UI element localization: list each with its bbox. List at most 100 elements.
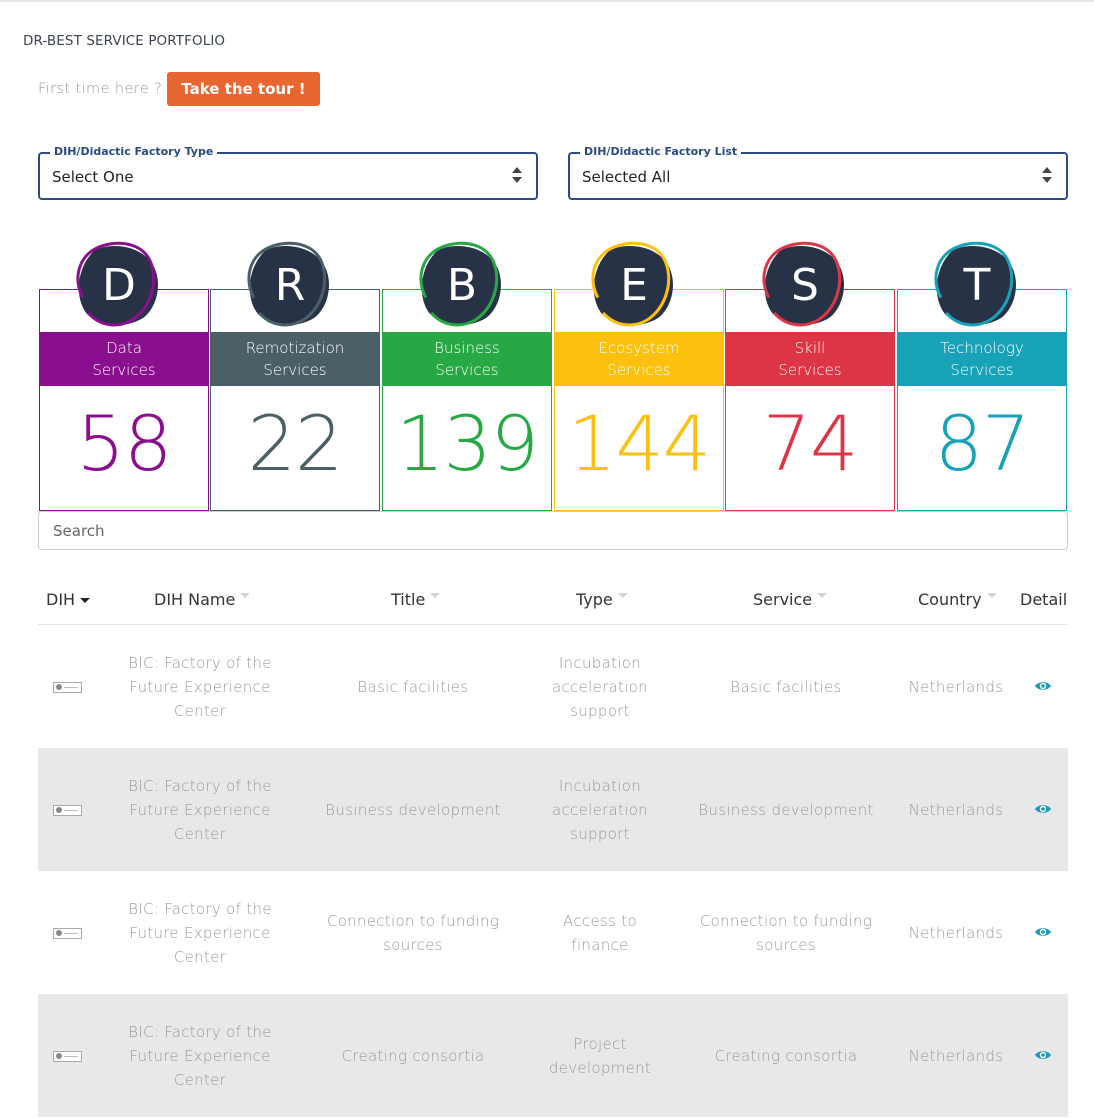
category-count: 139 <box>395 399 539 488</box>
cell-line: Incubation <box>558 653 642 672</box>
category-label-line: Services <box>950 361 1014 379</box>
cell-text: Netherlands <box>908 1046 1004 1065</box>
category-label-line: Business <box>434 339 500 357</box>
view-detail-eye-icon[interactable] <box>1035 803 1051 815</box>
letter-r-badge-icon: R <box>247 241 329 327</box>
cell-text: Connection to funding sources <box>327 909 499 957</box>
table-row: BIC: Factory of the Future Experience Cent… <box>38 748 1068 871</box>
category-label-line: Services <box>778 361 842 379</box>
category-label-line: Technology <box>940 339 1024 357</box>
cell-line: acceleration <box>551 677 648 696</box>
cell-type: Incubation acceleration support <box>530 748 670 871</box>
dih-logo <box>53 682 82 693</box>
cell-line: Connection to funding <box>699 911 873 930</box>
cell-country: Netherlands <box>896 625 1016 748</box>
column-header-country[interactable]: Country <box>918 590 997 609</box>
column-header-detail: Detail <box>1020 590 1068 609</box>
cell-country: Netherlands <box>896 994 1016 1117</box>
cell-line: Future Experience <box>129 1046 271 1065</box>
category-count: 74 <box>762 399 859 488</box>
category-label-line: Services <box>92 361 156 379</box>
dih-logo <box>53 928 82 939</box>
column-header-type[interactable]: Type <box>576 590 628 609</box>
cell-text: Creating consortia <box>715 1044 858 1068</box>
cell-line: BIC: Factory of the <box>128 653 272 672</box>
cell-line: Center <box>173 947 227 966</box>
cell-line: Future Experience <box>129 923 271 942</box>
cell-type: Project development <box>530 994 670 1117</box>
category-label: Skill Services <box>726 332 894 386</box>
cell-title: Basic facilities <box>308 625 518 748</box>
column-header-dih-name[interactable]: DIH Name <box>154 590 251 609</box>
badge-letter: B <box>447 260 477 311</box>
cell-title: Business development <box>308 748 518 871</box>
cell-service: Creating consortia <box>686 994 886 1117</box>
badge-letter: T <box>963 260 991 311</box>
cell-text: Netherlands <box>908 677 1004 696</box>
category-label-line: Data <box>106 339 142 357</box>
cell-text: Netherlands <box>908 800 1004 819</box>
badge-letter: S <box>791 260 819 311</box>
take-tour-button[interactable]: Take the tour ! <box>167 72 320 106</box>
category-card-business[interactable]: Business Services 139 <box>382 289 552 511</box>
cell-line: Center <box>173 701 227 720</box>
letter-b-badge-icon: B <box>419 241 501 327</box>
search-field[interactable] <box>38 511 1068 550</box>
tour-prompt-text: First time here ? <box>38 81 163 97</box>
cell-line: BIC: Factory of the <box>128 1022 272 1041</box>
category-label: Remotization Services <box>211 332 379 386</box>
sort-descending-icon <box>80 598 91 603</box>
table-row: BIC: Factory of the Future Experience Cent… <box>38 871 1068 994</box>
category-count: 22 <box>247 399 344 488</box>
cell-text: BIC: Factory of the Future Experience Cent… <box>128 651 272 723</box>
cell-text: Incubation acceleration support <box>552 651 648 723</box>
cell-line: Creating consortia <box>341 1046 485 1065</box>
cell-line: development <box>548 1058 652 1077</box>
view-detail-eye-icon[interactable] <box>1035 926 1051 938</box>
category-card-ecosystem[interactable]: Ecosystem Services 144 <box>554 289 724 511</box>
cell-line: Center <box>173 1070 227 1089</box>
cell-country: Netherlands <box>896 748 1016 871</box>
cell-line: BIC: Factory of the <box>128 776 272 795</box>
sort-icon <box>817 593 828 598</box>
column-header-dih[interactable]: DIH <box>46 590 91 609</box>
factory-list-select[interactable]: DIH/Didactic Factory List Selected All <box>568 145 1068 200</box>
category-card-remotization[interactable]: Remotization Services 22 <box>210 289 380 511</box>
category-label-line: Services <box>607 361 671 379</box>
category-card-data[interactable]: Data Services 58 <box>39 289 209 511</box>
cell-type: Incubation acceleration support <box>530 625 670 748</box>
cell-line: finance <box>571 935 629 954</box>
cell-text: Creating consortia <box>342 1044 485 1068</box>
view-detail-eye-icon[interactable] <box>1035 680 1051 692</box>
badge-letter: R <box>275 260 306 311</box>
letter-d-badge-icon: D <box>76 241 158 327</box>
cell-text: Business development <box>325 798 500 822</box>
dih-logo <box>53 805 82 816</box>
factory-list-legend: DIH/Didactic Factory List <box>580 145 742 158</box>
cell-line: Creating consortia <box>714 1046 858 1065</box>
cell-dih-name: BIC: Factory of the Future Experience Cent… <box>116 871 284 994</box>
factory-list-value: Selected All <box>582 168 671 186</box>
table-row: BIC: Factory of the Future Experience Cent… <box>38 994 1068 1117</box>
factory-type-select[interactable]: DIH/Didactic Factory Type Select One <box>38 145 538 200</box>
category-card-technology[interactable]: Technology Services 87 <box>897 289 1067 511</box>
category-label: Data Services <box>40 332 208 386</box>
category-label-line: Remotization <box>245 339 345 357</box>
cell-service: Basic facilities <box>686 625 886 748</box>
column-header-service[interactable]: Service <box>753 590 828 609</box>
cell-text: Business development <box>698 798 873 822</box>
page-title: DR-BEST SERVICE PORTFOLIO <box>23 33 226 49</box>
cell-dih-name: BIC: Factory of the Future Experience Cent… <box>116 625 284 748</box>
category-count: 58 <box>76 399 173 488</box>
cell-line: Project <box>573 1034 627 1053</box>
select-arrows-icon <box>1042 167 1052 185</box>
cell-text: Access to finance <box>563 909 637 957</box>
cell-text: BIC: Factory of the Future Experience Cent… <box>128 1020 272 1092</box>
column-header-title[interactable]: Title <box>391 590 441 609</box>
top-divider <box>0 0 1094 2</box>
search-input[interactable] <box>39 512 1067 549</box>
tour-prompt-row: First time here ? Take the tour ! <box>38 72 320 106</box>
category-label-line: Services <box>263 361 327 379</box>
category-card-skill[interactable]: Skill Services 74 <box>725 289 895 511</box>
view-detail-eye-icon[interactable] <box>1035 1049 1051 1061</box>
